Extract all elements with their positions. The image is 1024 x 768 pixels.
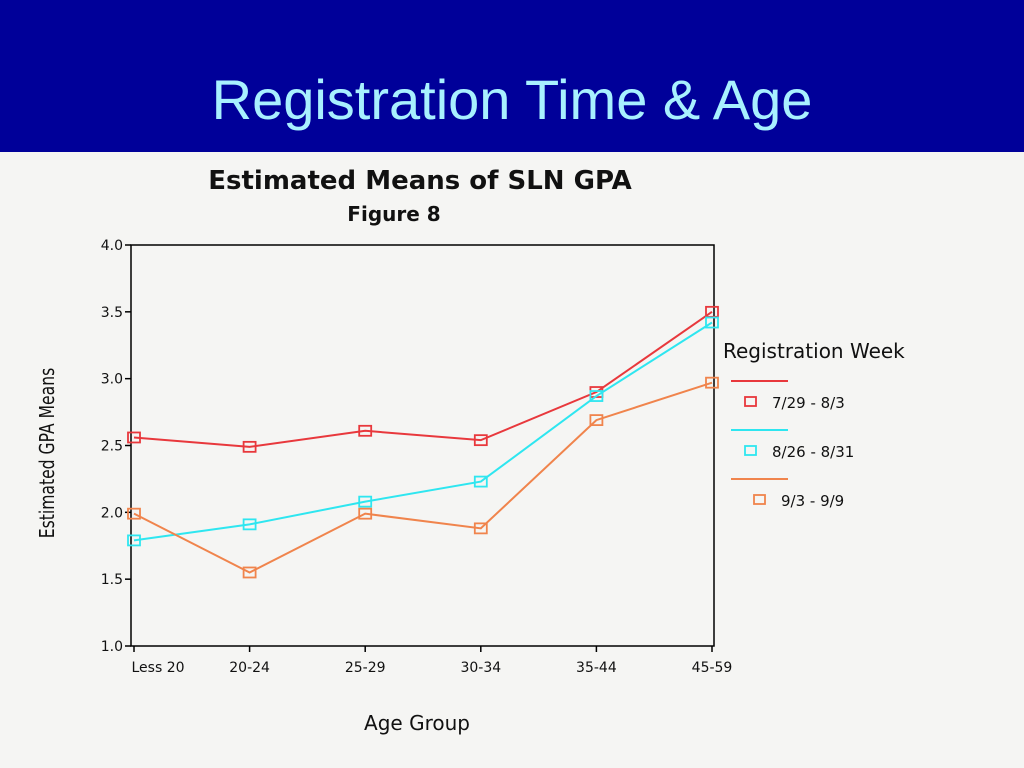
y-tick-label: 4.0	[101, 238, 123, 254]
y-tick-label: 2.5	[101, 439, 123, 455]
legend-marker	[744, 396, 757, 407]
x-tick-label: Less 20	[131, 660, 184, 676]
data-point-marker	[242, 566, 257, 579]
plot-area-frame	[130, 244, 715, 647]
data-point-marker	[242, 518, 257, 531]
legend-label: 8/26 - 8/31	[772, 443, 854, 461]
series-line	[133, 311, 713, 448]
x-tick-label: 30-34	[460, 660, 501, 676]
data-point-marker	[705, 376, 719, 389]
y-axis-label: Estimated GPA Means	[36, 368, 59, 538]
y-tick-label: 1.0	[101, 639, 123, 655]
x-tick-label: 20-24	[229, 660, 270, 676]
data-point-marker	[589, 390, 604, 402]
chart-title: Estimated Means of SLN GPA	[208, 166, 632, 196]
legend-title: Registration Week	[723, 339, 905, 363]
x-tick-label: 35-44	[576, 660, 617, 676]
data-point-marker	[127, 507, 141, 520]
x-axis: Less 20 20-24 25-29 30-34 35-44 45-59	[131, 646, 732, 676]
x-axis-label: Age Group	[364, 711, 470, 735]
series-layer	[127, 305, 719, 579]
y-tick-label: 3.5	[101, 305, 123, 321]
data-point-marker	[358, 507, 373, 520]
series-line	[133, 321, 713, 542]
data-point-marker	[127, 431, 141, 444]
y-axis: 1.0 1.5 2.0 2.5 3.0 3.5 4.0	[101, 238, 131, 655]
legend-marker	[753, 494, 766, 505]
data-point-marker	[473, 434, 488, 447]
data-point-marker	[358, 424, 373, 437]
data-point-marker	[705, 316, 719, 329]
y-tick-label: 3.0	[101, 372, 123, 388]
legend: Registration Week 7/29 - 8/3 8/26 - 8/31 9…	[723, 339, 905, 510]
y-tick-label: 2.0	[101, 505, 123, 521]
legend-label: 7/29 - 8/3	[772, 394, 845, 412]
legend-marker	[744, 445, 757, 456]
y-tick-label: 1.5	[101, 572, 123, 588]
data-point-marker	[473, 522, 488, 535]
data-point-marker	[242, 440, 257, 453]
x-tick-label: 25-29	[345, 660, 386, 676]
x-tick-label: 45-59	[692, 660, 733, 676]
series-line	[133, 381, 713, 574]
legend-label: 9/3 - 9/9	[781, 492, 844, 510]
data-point-marker	[589, 414, 604, 427]
title-banner	[0, 0, 1024, 152]
data-point-marker	[127, 534, 141, 547]
data-point-marker	[473, 475, 488, 488]
slide-title: Registration Time & Age	[211, 68, 813, 131]
chart-subtitle: Figure 8	[347, 202, 440, 226]
data-point-marker	[358, 495, 373, 508]
